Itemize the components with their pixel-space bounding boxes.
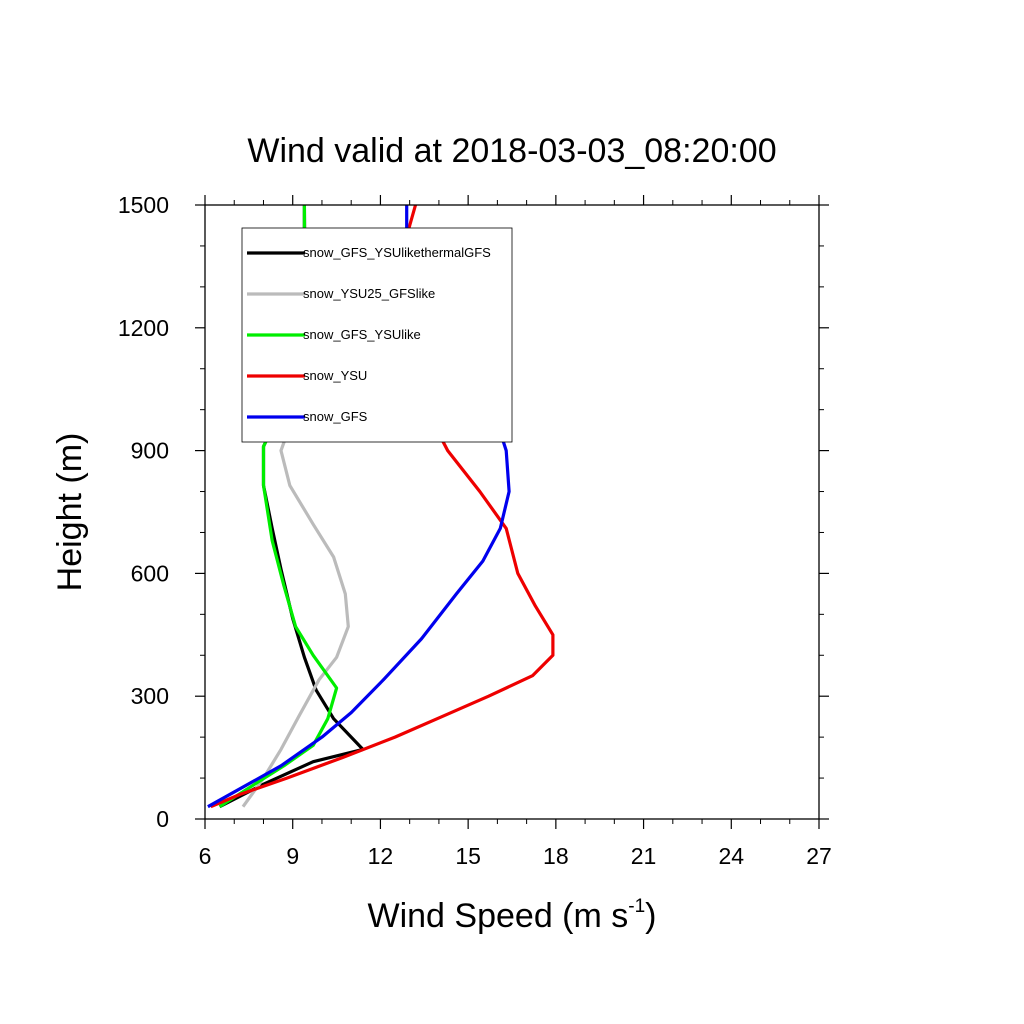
x-tick-label: 15 [455, 843, 481, 869]
plot-frame [204, 204, 820, 820]
x-tick-label: 6 [199, 843, 212, 869]
y-tick-label: 900 [131, 438, 169, 464]
legend-label-2: snow_YSU25_GFSlike [303, 286, 435, 301]
x-tick-label: 27 [806, 843, 832, 869]
x-tick-label: 24 [718, 843, 744, 869]
y-tick-label: 300 [131, 683, 169, 709]
legend: snow_GFS_YSUlikethermalGFS snow_YSU25_GFS… [241, 227, 513, 443]
x-tick-label: 21 [631, 843, 657, 869]
legend-label-5: snow_GFS [303, 409, 368, 424]
chart-title: Wind valid at 2018-03-03_08:20:00 [247, 132, 776, 170]
legend-label-1: snow_GFS_YSUlikethermalGFS [303, 245, 491, 260]
legend-label-3: snow_GFS_YSUlike [303, 327, 421, 342]
x-axis-label-main: Wind Speed (m s [368, 897, 629, 935]
legend-label-4: snow_YSU [303, 368, 367, 383]
x-axis-label-superscript: -1 [628, 896, 645, 917]
ticks-layer: 6 9 12 15 18 21 24 27 0 300 600 900 1200 1500 [118, 192, 832, 869]
y-tick-label: 1200 [118, 315, 169, 341]
y-tick-label: 1500 [118, 192, 169, 218]
x-axis-label: Wind Speed (m s-1) [368, 896, 657, 935]
x-tick-label: 18 [543, 843, 569, 869]
x-tick-label: 9 [286, 843, 299, 869]
x-tick-label: 12 [368, 843, 394, 869]
x-axis-label-suffix: ) [645, 897, 656, 935]
y-tick-label: 0 [156, 806, 169, 832]
y-axis-label: Height (m) [51, 433, 89, 592]
y-tick-label: 600 [131, 560, 169, 586]
